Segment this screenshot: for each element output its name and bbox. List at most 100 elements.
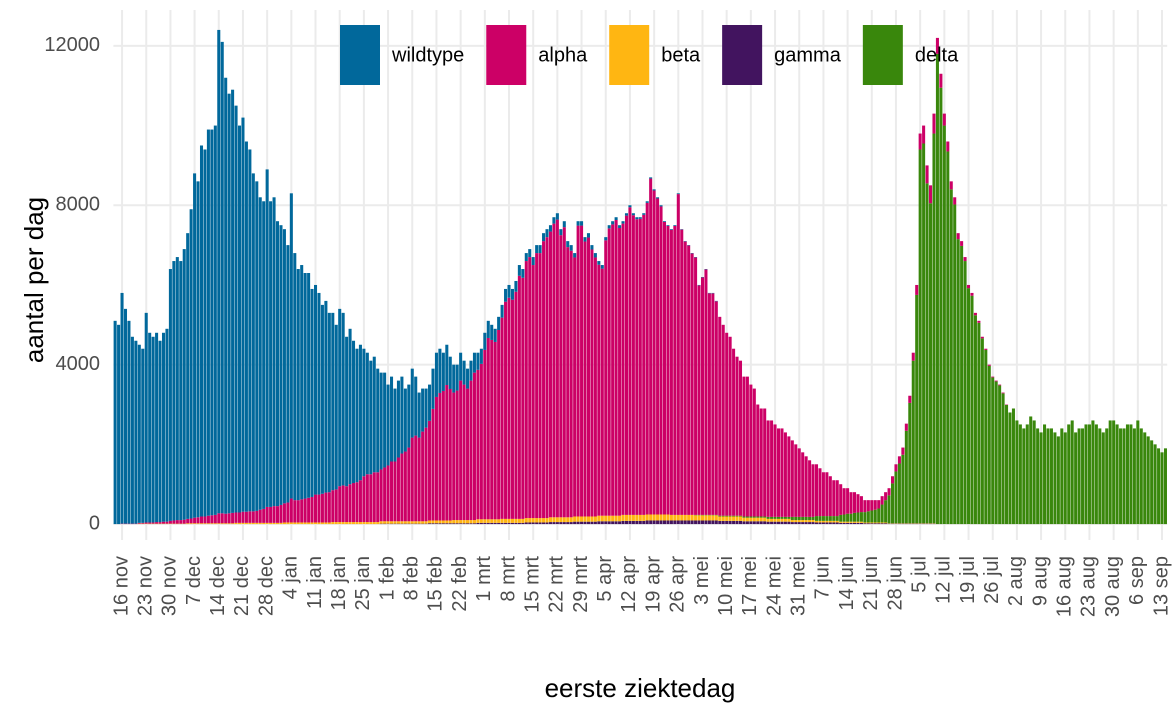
bar [607, 521, 611, 525]
bar [562, 517, 566, 523]
bar [500, 522, 504, 525]
bar [721, 516, 725, 521]
bar [628, 207, 632, 515]
bar [490, 522, 494, 525]
bar [745, 517, 749, 522]
bar [576, 521, 580, 525]
bar [649, 177, 653, 179]
bar [262, 201, 266, 509]
bar [749, 521, 753, 525]
bar [797, 522, 801, 525]
bar [210, 515, 214, 524]
bar [548, 522, 552, 525]
bar [586, 521, 590, 525]
bar [1001, 392, 1005, 394]
bar [593, 521, 597, 525]
bar [842, 514, 846, 522]
x-tick-label: 19 apr [642, 556, 664, 613]
bar [711, 293, 715, 515]
bar [652, 190, 656, 515]
bar [586, 233, 590, 238]
bar [770, 518, 774, 522]
bar [604, 515, 608, 522]
bar [808, 520, 812, 523]
bar [396, 521, 400, 524]
bar [659, 206, 663, 515]
bar [638, 217, 642, 219]
bar [735, 520, 739, 525]
bar [797, 448, 801, 517]
bar [776, 516, 781, 519]
bar [949, 189, 953, 525]
bar [383, 372, 387, 468]
bar [448, 356, 452, 389]
bar [251, 511, 255, 523]
bar [873, 509, 877, 523]
bar [1043, 424, 1047, 525]
bar [759, 408, 763, 517]
bar [293, 253, 297, 501]
bar [265, 506, 269, 523]
bar [514, 518, 518, 523]
bar [884, 500, 888, 523]
bar [645, 520, 649, 525]
bar [258, 509, 262, 523]
bar [631, 520, 635, 525]
bar [597, 521, 601, 525]
bar [244, 141, 248, 512]
bar [801, 516, 805, 521]
bar [151, 522, 155, 524]
bar [459, 520, 463, 524]
bar [1125, 424, 1129, 525]
bar [697, 520, 701, 525]
bar [1025, 424, 1029, 525]
bar [614, 521, 618, 525]
bar [818, 522, 822, 525]
bar [538, 522, 542, 525]
bar [662, 520, 667, 525]
bar [362, 476, 366, 523]
bar [828, 522, 832, 525]
bar [303, 498, 307, 523]
bar [880, 523, 884, 525]
bar [846, 488, 850, 514]
bar [656, 198, 660, 515]
bar [576, 225, 580, 517]
bar [749, 517, 753, 522]
bar [1018, 424, 1022, 525]
bar [911, 352, 915, 361]
bar [566, 241, 570, 248]
bar [759, 517, 763, 522]
bar [873, 523, 877, 525]
bar [586, 237, 590, 517]
bar [510, 299, 514, 519]
bar [376, 522, 380, 525]
bar [659, 520, 663, 525]
y-tick-label: 12000 [44, 34, 100, 56]
bar [175, 520, 179, 524]
bar [624, 215, 628, 515]
bar [1143, 432, 1147, 525]
bar [1005, 404, 1009, 525]
bar [614, 217, 618, 221]
bar [946, 141, 950, 152]
bar [272, 522, 276, 525]
bar [1039, 432, 1043, 525]
bar [445, 520, 449, 524]
bar [887, 495, 891, 524]
bar [728, 516, 732, 521]
bar [424, 521, 428, 524]
bar [504, 518, 508, 523]
bar [1046, 428, 1050, 525]
bar [949, 181, 953, 190]
bar [562, 522, 566, 525]
bar [324, 492, 328, 523]
bar [462, 384, 466, 521]
bar [296, 500, 300, 523]
bar [863, 500, 867, 513]
bar [752, 516, 756, 518]
bar [1119, 428, 1123, 525]
bar [718, 515, 722, 517]
bar [763, 517, 767, 522]
